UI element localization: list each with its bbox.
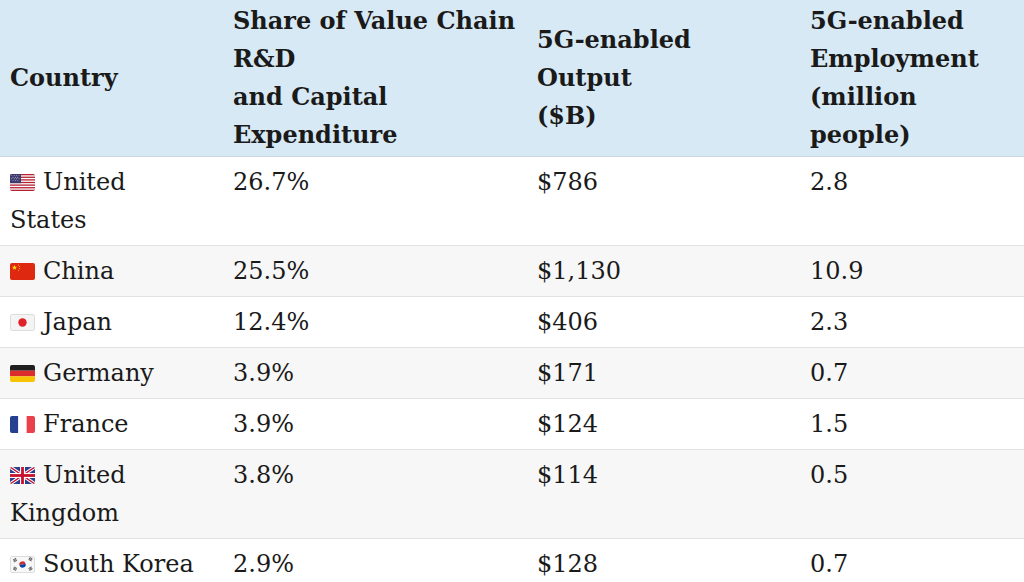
france-flag-icon: [10, 416, 35, 433]
table-row-japan: Japan 12.4% $406 2.3: [0, 297, 1024, 348]
header-row: Country Share of Value Chain R&D and Cap…: [0, 0, 1024, 157]
country-name: Germany: [43, 359, 154, 387]
country-name: Japan: [43, 308, 112, 336]
output-value: $114: [527, 450, 800, 539]
table-row-china: China 25.5% $1,130 10.9: [0, 246, 1024, 297]
table-row-germany: Germany 3.9% $171 0.7: [0, 348, 1024, 399]
country-cell: Germany: [0, 348, 223, 399]
country-cell: United States: [0, 157, 223, 246]
output-value: $786: [527, 157, 800, 246]
share-value: 25.5%: [223, 246, 527, 297]
output-value: $128: [527, 539, 800, 582]
col-header-share: Share of Value Chain R&D and Capital Exp…: [223, 0, 527, 157]
table-row-france: France 3.9% $124 1.5: [0, 399, 1024, 450]
country-cell: France: [0, 399, 223, 450]
output-value: $406: [527, 297, 800, 348]
share-value: 3.9%: [223, 348, 527, 399]
employment-value: 2.3: [800, 297, 1024, 348]
employment-value: 0.7: [800, 539, 1024, 582]
share-value: 12.4%: [223, 297, 527, 348]
col-header-output: 5G-enabled Output ($B): [527, 0, 800, 157]
south-korea-flag-icon: [10, 556, 35, 573]
country-cell: Japan: [0, 297, 223, 348]
employment-value: 2.8: [800, 157, 1024, 246]
share-value: 3.8%: [223, 450, 527, 539]
col-header-employment: 5G-enabled Employment (million people): [800, 0, 1024, 157]
employment-value: 10.9: [800, 246, 1024, 297]
col-header-country: Country: [0, 0, 223, 157]
japan-flag-icon: [10, 314, 35, 331]
share-value: 3.9%: [223, 399, 527, 450]
output-value: $171: [527, 348, 800, 399]
china-flag-icon: [10, 263, 35, 280]
share-value: 26.7%: [223, 157, 527, 246]
employment-value: 1.5: [800, 399, 1024, 450]
united-kingdom-flag-icon: [10, 467, 35, 484]
employment-value: 0.7: [800, 348, 1024, 399]
5g-value-chain-screen: Country Share of Value Chain R&D and Cap…: [0, 0, 1024, 582]
table-row-united-states: United States 26.7% $786 2.8: [0, 157, 1024, 246]
country-cell: South Korea: [0, 539, 223, 582]
germany-flag-icon: [10, 365, 35, 382]
table-row-south-korea: South Korea 2.9% $128 0.7: [0, 539, 1024, 582]
table-row-united-kingdom: United Kingdom 3.8% $114 0.5: [0, 450, 1024, 539]
united-states-flag-icon: [10, 174, 35, 191]
country-cell: China: [0, 246, 223, 297]
output-value: $124: [527, 399, 800, 450]
share-value: 2.9%: [223, 539, 527, 582]
country-name: South Korea: [43, 550, 194, 578]
5g-value-chain-table: Country Share of Value Chain R&D and Cap…: [0, 0, 1024, 582]
country-name: France: [43, 410, 129, 438]
country-name: China: [43, 257, 114, 285]
output-value: $1,130: [527, 246, 800, 297]
employment-value: 0.5: [800, 450, 1024, 539]
country-cell: United Kingdom: [0, 450, 223, 539]
